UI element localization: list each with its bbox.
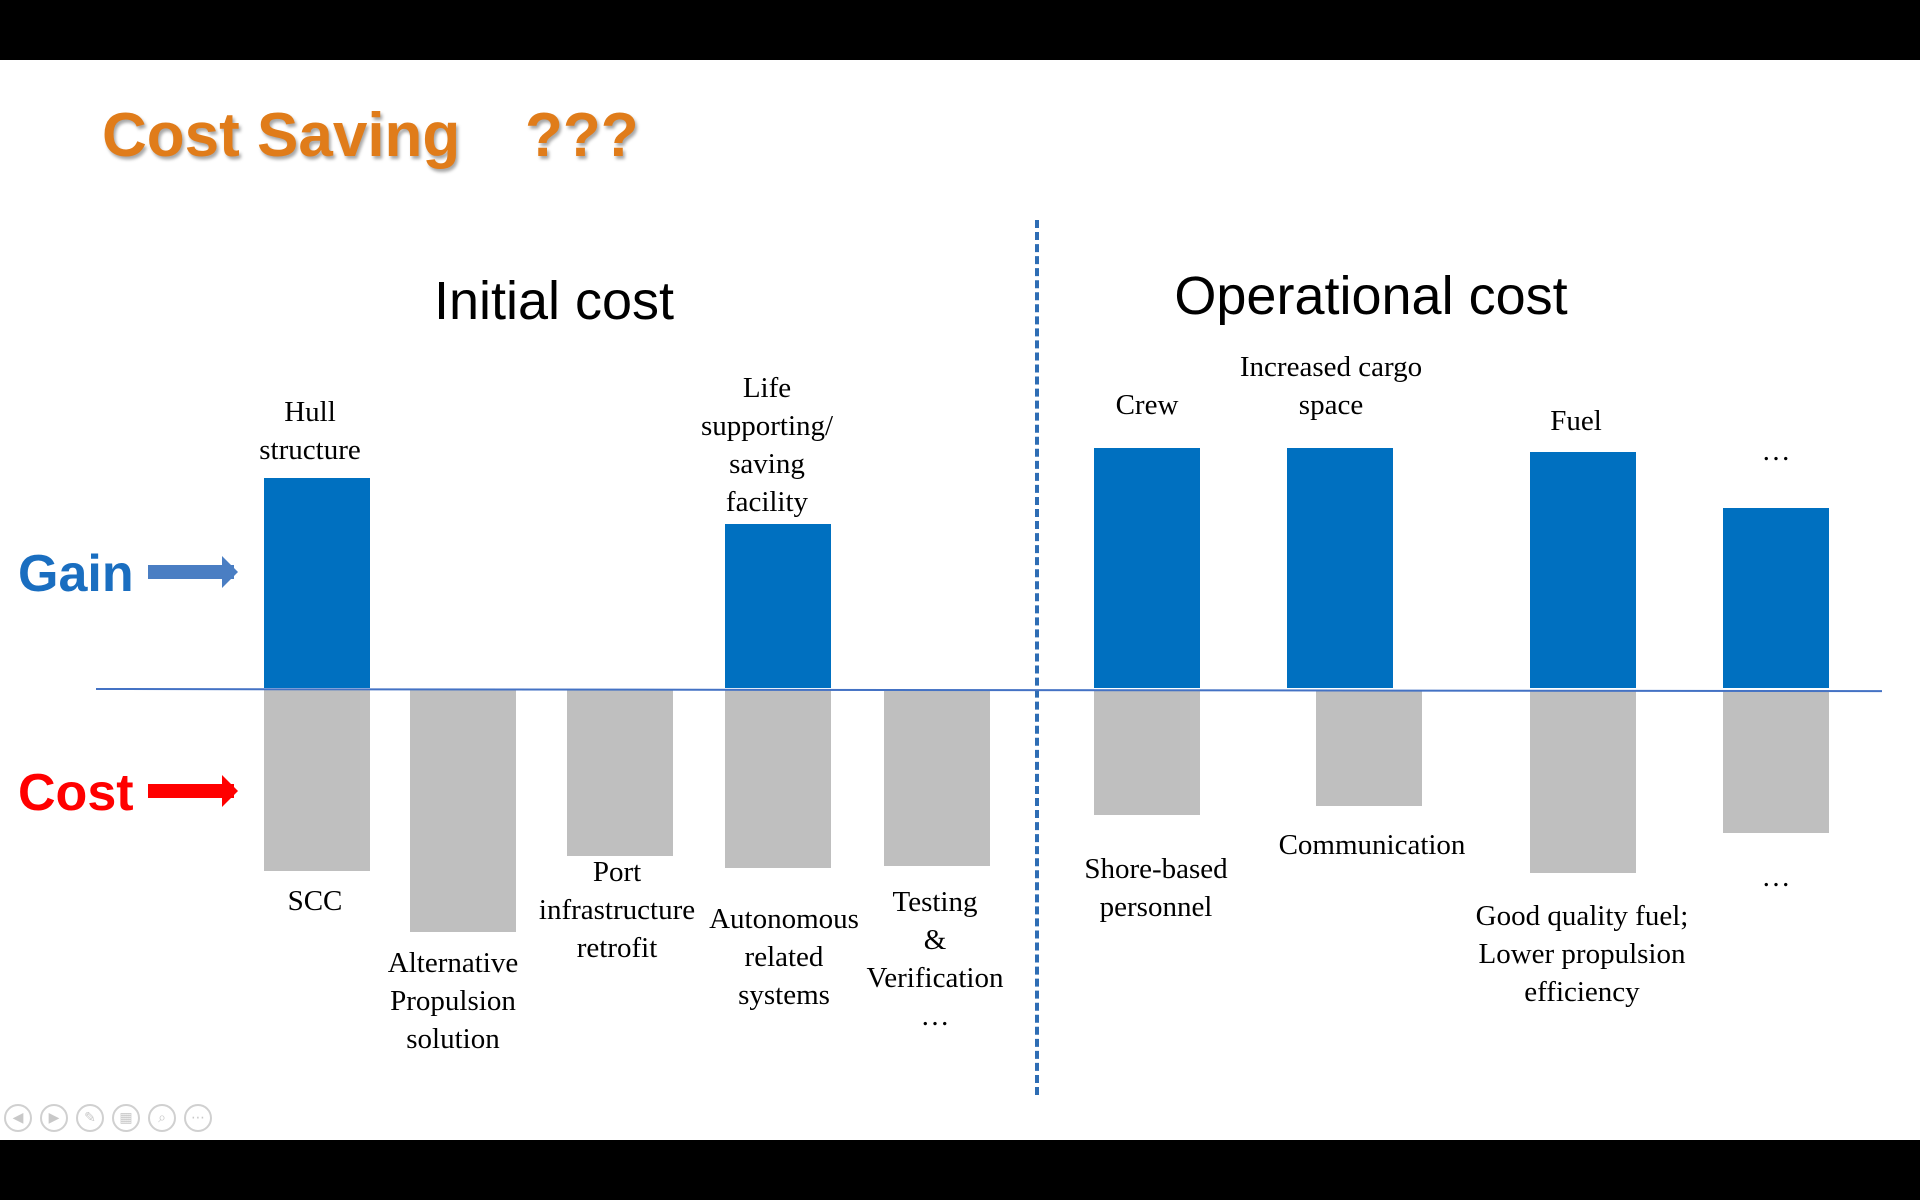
zoom-icon[interactable]: ⌕: [148, 1104, 176, 1132]
gain-label-hull-structure: Hull structure: [259, 396, 361, 466]
cost-bar-autonomous-systems: [725, 690, 831, 868]
gain-bar-crew: [1094, 448, 1200, 688]
cost-label-communication: Communication: [1278, 829, 1466, 861]
cost-label: Cost: [18, 764, 134, 822]
more-options-icon[interactable]: ⋯: [184, 1104, 212, 1132]
cost-bar-shore-based-personnel: [1094, 690, 1200, 815]
next-slide-icon[interactable]: ▶: [40, 1104, 68, 1132]
slide-title: Cost Saving: [102, 101, 461, 170]
cost-bar-communication: [1316, 690, 1422, 806]
cost-bar-other: [1723, 690, 1829, 833]
slide: Cost Saving ??? Initial cost Operational…: [0, 60, 1920, 1140]
cost-bar-testing-verification: [884, 690, 990, 866]
section-divider: [1035, 220, 1039, 1095]
cost-arrow-icon: [148, 775, 238, 807]
previous-slide-icon[interactable]: ◀: [4, 1104, 32, 1132]
see-all-slides-icon[interactable]: ▦: [112, 1104, 140, 1132]
cost-label-testing-verification: Testing & Verification …: [866, 886, 1004, 1032]
gain-label-fuel: Fuel: [1550, 405, 1602, 437]
cost-bar-port-infrastructure: [567, 690, 673, 856]
cost-label-alternative-propulsion: Alternative Propulsion solution: [387, 947, 519, 1055]
gain-bar-increased-cargo-space: [1287, 448, 1393, 688]
slide-title-question: ???: [525, 101, 639, 170]
cost-label-port-infrastructure: Port infrastructure retrofit: [538, 856, 696, 964]
gain-label-crew: Crew: [1115, 389, 1179, 421]
gain-arrow-icon: [148, 556, 238, 588]
gain-bar-life-supporting-facility: [725, 524, 831, 688]
gain-bar-fuel: [1530, 452, 1636, 688]
cost-label-shore-based-personnel: Shore-based personnel: [1084, 853, 1228, 923]
slideshow-controls: ◀ ▶ ✎ ▦ ⌕ ⋯: [4, 1104, 212, 1132]
gain-label-other: …: [1761, 435, 1791, 467]
cost-bar-alternative-propulsion: [410, 690, 516, 932]
cost-label-scc: SCC: [287, 885, 343, 917]
section-operational-cost: Operational cost: [1174, 266, 1568, 326]
gain-label: Gain: [18, 545, 134, 603]
cost-label-fuel-quality: Good quality fuel; Lower propulsion effi…: [1475, 900, 1689, 1008]
cost-bar-scc: [264, 690, 370, 871]
gain-label-increased-cargo-space: Increased cargo space: [1239, 351, 1423, 421]
pen-icon[interactable]: ✎: [76, 1104, 104, 1132]
cost-bar-fuel-quality: [1530, 690, 1636, 873]
section-initial-cost: Initial cost: [433, 271, 675, 331]
gain-bar-hull-structure: [264, 478, 370, 688]
cost-label-autonomous-systems: Autonomous related systems: [709, 903, 859, 1011]
gain-bar-other: [1723, 508, 1829, 688]
gain-label-life-supporting-facility: Life supporting/ saving facility: [700, 372, 834, 518]
cost-label-other: …: [1761, 861, 1791, 893]
